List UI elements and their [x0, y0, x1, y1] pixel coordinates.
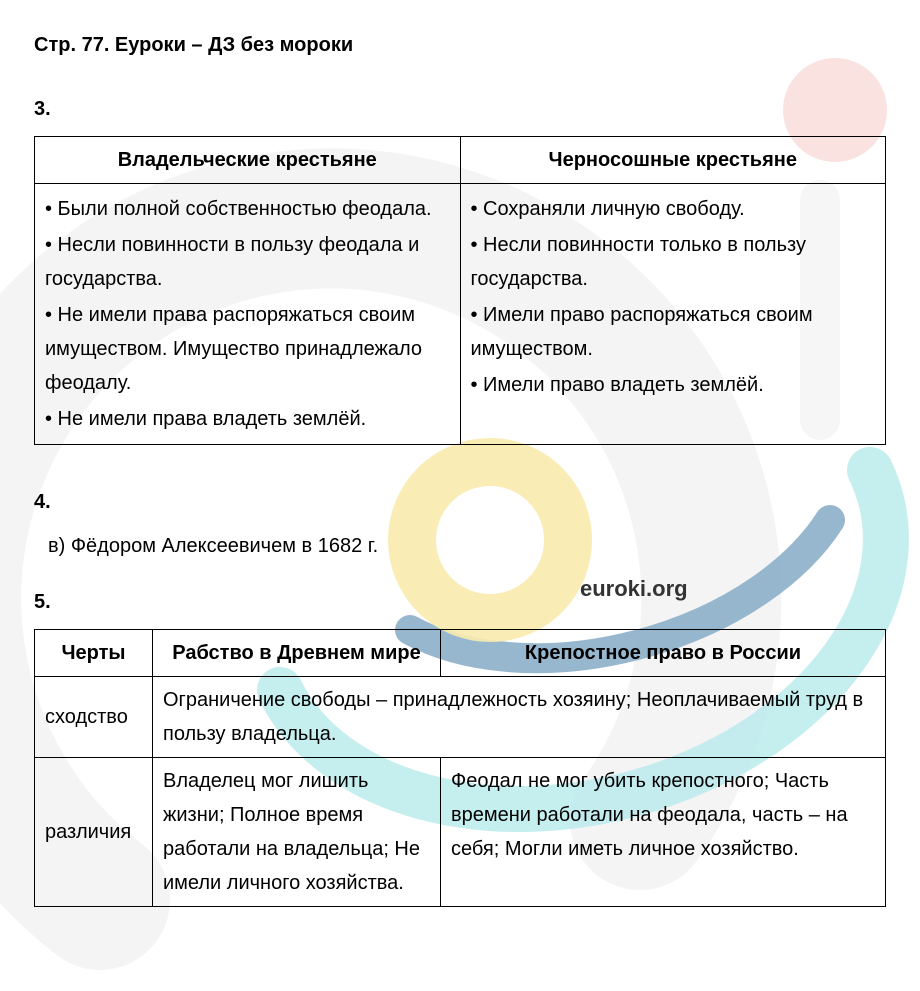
q5-header-2: Рабство в Древнем мире [153, 630, 441, 677]
q5-row2-label: различия [35, 758, 153, 907]
q3-cell-left: • Были полной собственностью феодала. • … [35, 184, 461, 445]
q3-right-item: • Сохраняли личную свободу. [471, 192, 876, 226]
q5-row1-label: сходство [35, 677, 153, 758]
q3-left-item: • Не имели права владеть землёй. [45, 402, 450, 436]
question-4-number: 4. [34, 485, 886, 519]
q5-row2-right: Феодал не мог убить крепостного; Часть в… [441, 758, 886, 907]
q3-right-item: • Имели право владеть землёй. [471, 368, 876, 402]
q5-row1-merged: Ограничение свободы – принадлежность хоз… [153, 677, 886, 758]
q3-cell-right: • Сохраняли личную свободу. • Несли пови… [460, 184, 886, 445]
q3-right-item: • Имели право распоряжаться своим имущес… [471, 298, 876, 366]
q3-right-item: • Несли повинности только в пользу госуд… [471, 228, 876, 296]
q3-left-item: • Были полной собственностью феодала. [45, 192, 450, 226]
page-title: Стр. 77. Еуроки – ДЗ без мороки [34, 28, 886, 62]
q3-header-left: Владельческие крестьяне [35, 137, 461, 184]
question-4-answer: в) Фёдором Алексеевичем в 1682 г. [48, 529, 886, 563]
table-q3: Владельческие крестьяне Черносошные крес… [34, 136, 886, 445]
question-3-number: 3. [34, 92, 886, 126]
table-q5: Черты Рабство в Древнем мире Крепостное … [34, 629, 886, 907]
q3-left-item: • Несли повинности в пользу феодала и го… [45, 228, 450, 296]
question-5-number: 5. [34, 585, 886, 619]
q5-row2-left: Владелец мог лишить жизни; Полное время … [153, 758, 441, 907]
q5-header-3: Крепостное право в России [441, 630, 886, 677]
q5-header-1: Черты [35, 630, 153, 677]
q3-header-right: Черносошные крестьяне [460, 137, 886, 184]
q3-left-item: • Не имели права распоряжаться своим иму… [45, 298, 450, 400]
